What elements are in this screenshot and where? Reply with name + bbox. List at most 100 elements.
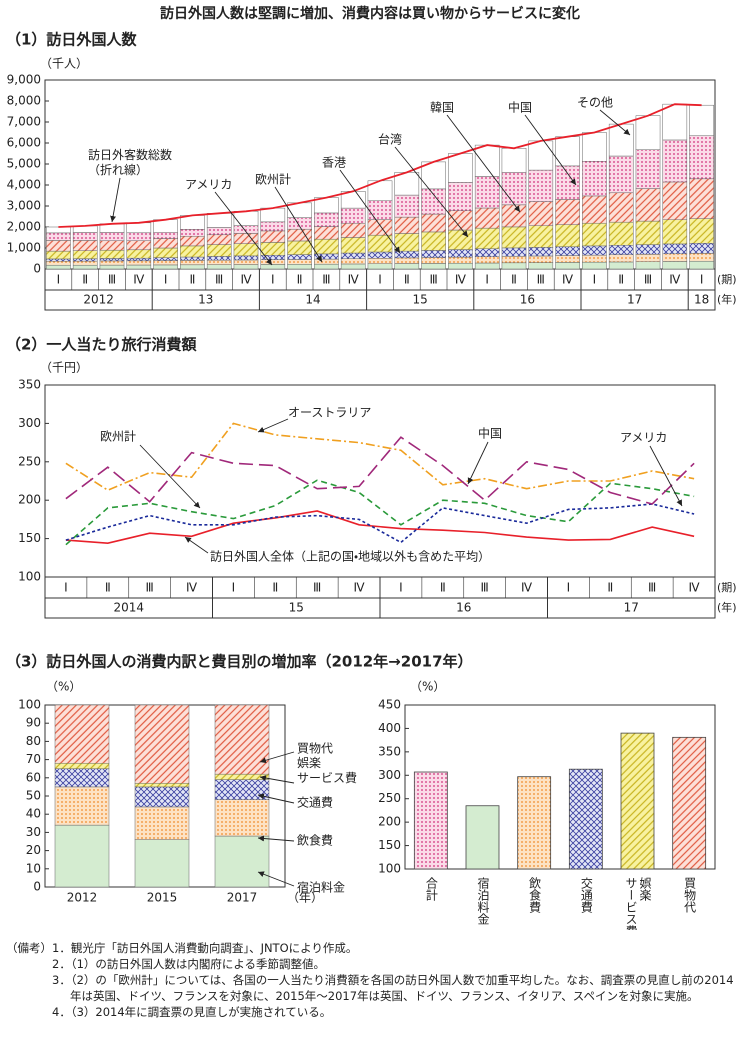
bar-segment — [314, 212, 339, 227]
bar-segment — [501, 148, 527, 173]
bar-segment — [72, 260, 98, 266]
x-tick-label: Ⅲ — [146, 581, 154, 595]
bar-segment — [233, 264, 259, 270]
bar-segment — [394, 257, 420, 264]
bar-segment — [206, 234, 232, 245]
bar-segment — [126, 264, 152, 270]
bar-segment — [134, 783, 190, 788]
y-tick-label: 100 — [18, 698, 41, 712]
annotation-label: その他 — [577, 96, 613, 110]
bar-segment — [126, 260, 152, 266]
line-series — [65, 422, 695, 492]
text-line: （折れ線） — [88, 162, 148, 177]
bar-segment — [608, 221, 634, 246]
annotation-arrow — [257, 418, 289, 433]
plot-frame — [44, 384, 716, 578]
bar-segment — [46, 258, 71, 262]
x-tick-label: Ⅱ — [189, 273, 195, 287]
figure: 訪日外国人数は堅調に増加、消費内容は買い物からサービスに変化 （1）訪日外国人数… — [6, 5, 737, 930]
annotation-arrow — [214, 191, 273, 266]
x-tick-label: Ⅲ — [322, 273, 330, 287]
bar-segment — [72, 240, 98, 251]
bar-segment — [635, 244, 661, 255]
annotation-label: オーストラリア — [288, 406, 371, 420]
y-tick-label: 10 — [26, 861, 41, 875]
bar-segment — [528, 169, 554, 202]
annotation-arrow — [110, 177, 121, 223]
x-tick-label: 2012 — [67, 891, 98, 905]
bar-segment — [126, 257, 152, 262]
bar-segment — [214, 704, 270, 775]
bar-segment — [153, 260, 178, 266]
bar — [620, 732, 655, 870]
x-tick-label: Ⅳ — [562, 273, 573, 287]
bar-segment — [608, 155, 634, 194]
annotation-arrow — [184, 536, 209, 554]
x-tick-label: 2015 — [147, 891, 178, 905]
bar-segment — [260, 207, 286, 223]
bar-segment — [180, 235, 205, 247]
x-tick-label: Ⅱ — [607, 581, 613, 595]
y-tick-label: 400 — [378, 721, 401, 735]
bar-segment — [134, 806, 190, 840]
bar-segment — [421, 257, 446, 264]
bar-segment — [689, 260, 714, 270]
bar-segment — [555, 224, 580, 247]
bar-segment — [214, 799, 270, 837]
bar-segment — [608, 261, 634, 270]
bar-segment — [555, 255, 580, 263]
bar-segment — [314, 238, 339, 255]
x-group-label: 18 — [694, 293, 709, 307]
bar — [672, 736, 707, 870]
y-tick-label: 5,000 — [7, 157, 41, 171]
bar — [517, 776, 552, 870]
x-tick-label: Ⅲ — [644, 273, 652, 287]
bar-segment — [72, 232, 98, 241]
bar-segment — [582, 222, 607, 247]
note-item: 3．（2）の「欧州計」については、各国の一人当たり消費額を各国の訪日外国人数で加… — [52, 973, 734, 1003]
x-tick-label: 2017 — [227, 891, 258, 905]
bar-segment — [689, 135, 714, 180]
bar-segment — [287, 264, 312, 270]
x-group-label: 15 — [413, 293, 428, 307]
bar-segment — [206, 256, 232, 261]
bar-segment — [608, 123, 634, 157]
annotation-arrow — [649, 445, 683, 507]
bar-segment — [260, 230, 286, 243]
bar-segment — [448, 182, 473, 211]
annotation-arrow — [339, 169, 401, 254]
bar-segment — [126, 232, 152, 242]
x-tick-label: Ⅰ — [57, 273, 61, 287]
line-series — [65, 510, 695, 545]
bar-segment — [582, 195, 607, 224]
x-tick-label: Ⅳ — [455, 273, 466, 287]
y-tick-label: 300 — [18, 416, 41, 430]
annotation-label: 買物代 — [297, 742, 333, 756]
bar-segment — [528, 247, 554, 257]
bar-segment — [582, 245, 607, 256]
x-tick-label: Ⅳ — [354, 581, 365, 595]
annotation-arrow — [257, 793, 295, 804]
chart-title: （3）訪日外国人の消費内訳と費目別の増加率（2012年→2017年） — [6, 653, 473, 671]
bar-segment — [314, 263, 339, 270]
annotation-label: 欧州計 — [100, 429, 136, 444]
bar-segment — [474, 248, 500, 257]
chart-title: （2）一人当たり旅行消費額 — [6, 336, 197, 354]
x-tick-label: Ⅱ — [105, 581, 111, 595]
bar-segment — [287, 259, 312, 265]
bar-segment — [448, 153, 473, 183]
y-tick-label: 9,000 — [7, 73, 41, 87]
annotation-label: 中国 — [478, 426, 502, 441]
bar-segment — [153, 247, 178, 258]
x-group-label: 2014 — [113, 601, 144, 615]
x-tick-label: Ⅱ — [618, 273, 624, 287]
x-tick-label: Ⅳ — [133, 273, 144, 287]
y-tick-label: 150 — [18, 531, 41, 545]
y-tick-label: 150 — [378, 838, 401, 852]
y-unit: （千人） — [40, 57, 88, 71]
bar-segment — [260, 242, 286, 256]
x-tick-label: Ⅳ — [186, 581, 197, 595]
x-tick-label: Ⅰ — [593, 273, 597, 287]
x-group-label: 15 — [289, 601, 304, 615]
